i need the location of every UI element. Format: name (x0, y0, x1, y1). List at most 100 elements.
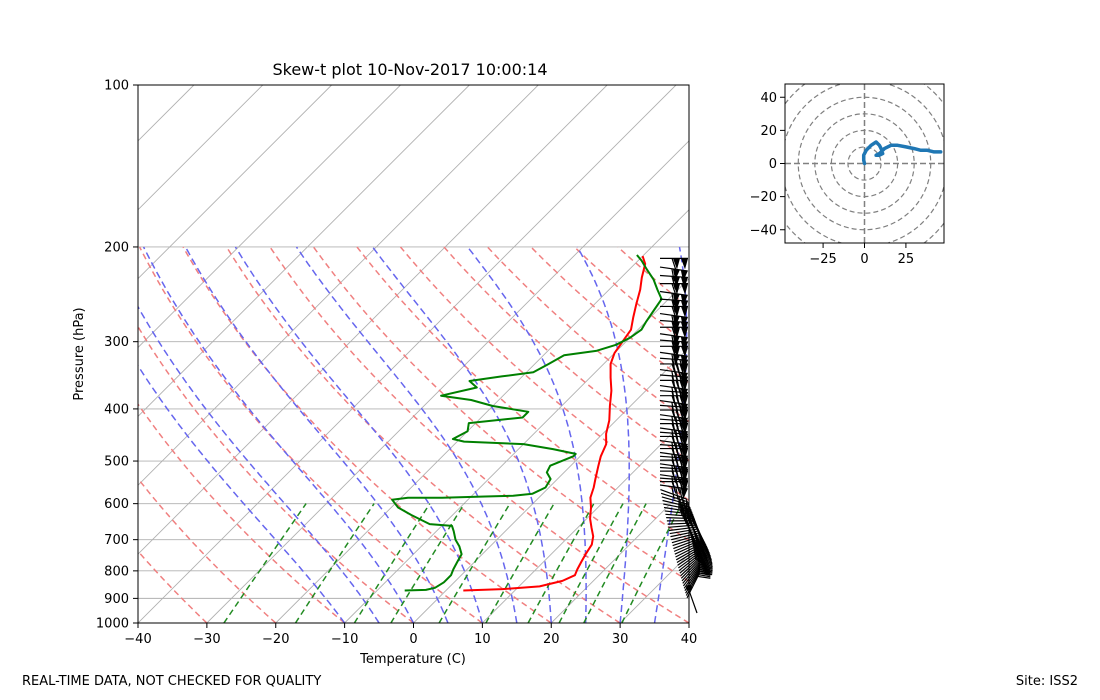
barb-line (671, 380, 677, 393)
barb-flag (681, 460, 688, 472)
hodo-x-tick-label: −25 (809, 252, 836, 267)
isotherm-line (550, 484, 689, 623)
barb-line (699, 541, 710, 552)
barb-staff (678, 550, 702, 569)
barb-staff (666, 517, 695, 520)
barb-staff (664, 510, 693, 515)
moist-adiabat-line (184, 246, 449, 623)
barb-staff (659, 390, 688, 394)
y-tick-label: 900 (104, 592, 129, 607)
barb-line (675, 395, 681, 408)
barb-staff (675, 545, 701, 561)
moist-adiabat-line (295, 246, 518, 623)
barb-line (675, 487, 679, 500)
barb-flag (673, 258, 680, 270)
barb-line (700, 559, 713, 566)
barb-staff (671, 534, 700, 544)
y-tick-label: 1000 (96, 617, 129, 632)
barb-line (675, 359, 680, 372)
dry-adiabat-line (356, 246, 689, 542)
barb-staff (659, 404, 688, 408)
barb-staff (659, 477, 688, 481)
dry-adiabat-line (443, 246, 689, 462)
mixing-ratio-line (294, 503, 375, 623)
isotherm-line (138, 85, 264, 211)
barb-staff (679, 554, 702, 574)
hodo-y-tick-label: 0 (769, 157, 777, 172)
barb-flag (672, 299, 680, 312)
isotherm-line (138, 85, 401, 349)
barb-staff (682, 561, 702, 584)
barb-staff (659, 351, 688, 357)
mixing-ratio-line (438, 503, 511, 623)
barb-flag (673, 327, 680, 339)
x-tick-label: 30 (612, 632, 629, 647)
barb-line (699, 540, 709, 551)
wind-barbs (659, 257, 713, 614)
moist-adiabat-line (467, 246, 587, 623)
isotherm-line (413, 346, 689, 623)
site-label: Site: ISS2 (1015, 674, 1078, 689)
barb-flag (672, 293, 680, 305)
barb-line (699, 572, 713, 576)
barb-line (671, 363, 677, 377)
barb-line (671, 358, 676, 372)
barb-staff (681, 559, 702, 582)
x-tick-label: −10 (331, 632, 358, 647)
barb-staff (659, 418, 688, 422)
barb-flag (681, 327, 688, 339)
barb-staff (659, 399, 688, 406)
barb-staff (659, 384, 688, 391)
barb-line (671, 293, 675, 306)
y-tick-label: 600 (104, 497, 129, 512)
moist-adiabat-line (576, 246, 630, 623)
barb-staff (673, 539, 701, 552)
barb-staff (668, 524, 697, 528)
barb-staff (659, 463, 688, 469)
wind-barb (659, 484, 688, 501)
hodo-x-tick-label: 25 (898, 252, 915, 267)
barb-line (697, 575, 711, 579)
barb-line (671, 258, 677, 271)
wind-barb (660, 283, 688, 296)
barb-staff (675, 543, 701, 558)
barb-staff (669, 528, 698, 535)
barb-staff (659, 439, 688, 446)
dry-adiabat-line (138, 402, 346, 623)
dry-adiabat-line (138, 246, 483, 623)
barb-staff (672, 536, 700, 547)
barb-line (700, 554, 713, 562)
barb-staff (673, 538, 700, 550)
x-tick-label: −30 (193, 632, 220, 647)
mixing-ratio-line (353, 503, 431, 623)
moist-adiabat-line (138, 305, 380, 623)
barb-flag (673, 346, 680, 358)
isotherm-line (138, 85, 539, 486)
barb-staff (661, 496, 689, 505)
skewt-frame (137, 84, 690, 624)
barb-staff (659, 443, 688, 448)
wind-barb (686, 572, 713, 599)
barb-flag (681, 423, 688, 435)
barb-line (700, 565, 713, 570)
wind-barb (660, 345, 688, 359)
barb-staff (667, 522, 696, 525)
barb-flag (673, 306, 680, 318)
barb-line (700, 552, 712, 561)
barb-staff (659, 431, 688, 435)
wind-barb (685, 570, 713, 596)
skewt-axes: −40 −30 −20 −10 0 10 20 30 40 100 200 300 400 500 600 7… (96, 79, 697, 648)
barb-staff (668, 526, 697, 532)
y-tick-label: 200 (104, 240, 129, 255)
y-tick-label: 400 (104, 402, 129, 417)
hodo-y-tick-label: −40 (750, 223, 777, 238)
barb-flag (680, 294, 688, 306)
skewt-x-label: Temperature (C) (359, 652, 466, 667)
mixing-ratio-line (583, 503, 647, 623)
barb-flag (680, 487, 688, 500)
moist-adiabat-line (234, 246, 484, 623)
isotherm-line (275, 209, 689, 623)
barb-flag (681, 380, 688, 392)
barb-staff (659, 368, 688, 375)
barb-staff (659, 290, 688, 296)
